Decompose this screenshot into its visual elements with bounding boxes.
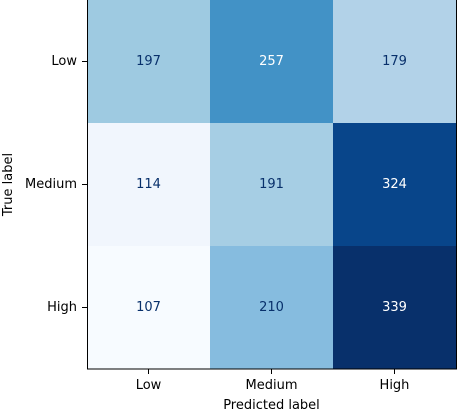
y-axis-label: True label [1, 153, 16, 217]
heatmap-cell [333, 246, 456, 369]
x-tick-label: Medium [246, 378, 298, 393]
heatmap-cell [210, 0, 333, 123]
cell-value-label: 197 [136, 54, 161, 69]
x-tick-label: High [380, 378, 410, 393]
heatmap-cell [87, 0, 210, 123]
heatmap-cell [87, 246, 210, 369]
heatmap-cell [87, 123, 210, 246]
heatmap-cell [210, 123, 333, 246]
cell-value-label: 114 [136, 177, 161, 192]
cells-layer [87, 0, 456, 369]
y-tick-label: Low [51, 54, 77, 69]
cell-value-label: 210 [259, 300, 284, 315]
cell-value-label: 179 [382, 54, 407, 69]
heatmap-cell [333, 0, 456, 123]
cell-value-label: 339 [382, 300, 407, 315]
y-tick-label: High [47, 300, 77, 315]
heatmap-cell [210, 246, 333, 369]
cell-labels-layer: 197 257 179 114 191 324 107 210 339 [136, 54, 407, 315]
cell-value-label: 107 [136, 300, 161, 315]
heatmap-cell [333, 123, 456, 246]
cell-value-label: 257 [259, 54, 284, 69]
x-axis-label: Predicted label [223, 398, 320, 412]
y-tick-label: Medium [25, 177, 77, 192]
cell-value-label: 191 [259, 177, 284, 192]
cell-value-label: 324 [382, 177, 407, 192]
x-tick-label: Low [136, 378, 162, 393]
x-axis-ticks: Low Medium High [136, 369, 410, 393]
y-axis-ticks: Low Medium High [25, 54, 87, 315]
